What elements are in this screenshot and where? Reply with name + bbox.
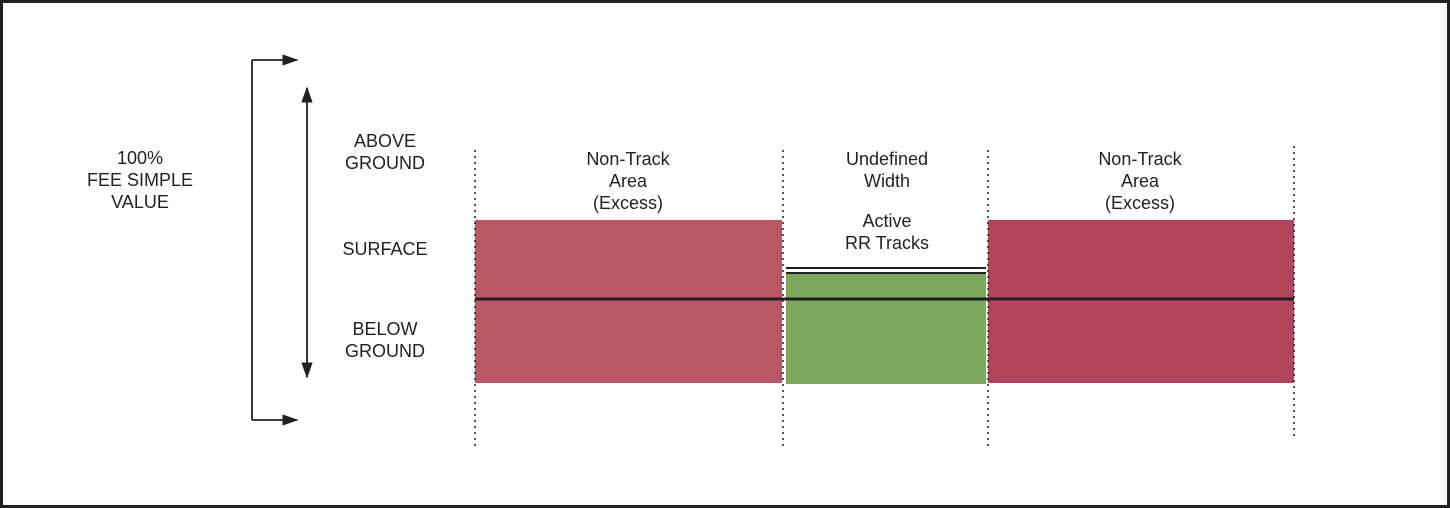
zone-label-center: Undefined Width bbox=[845, 149, 929, 191]
level-label-surface: SURFACE bbox=[342, 239, 428, 259]
active-tracks-label: Active RR Tracks bbox=[844, 211, 929, 253]
zone-label-right: Non-Track Area (Excess) bbox=[1098, 149, 1182, 213]
level-label-below-ground: BELOW GROUND bbox=[345, 319, 425, 361]
level-label-above-ground: ABOVE GROUND bbox=[345, 131, 425, 173]
zone-boundaries bbox=[474, 146, 1295, 448]
zone-label-left: Non-Track Area (Excess) bbox=[586, 149, 670, 213]
fee-simple-label: 100% FEE SIMPLE VALUE bbox=[86, 148, 194, 212]
left-excess-block bbox=[475, 220, 782, 383]
right-excess-block bbox=[988, 220, 1294, 383]
fee-simple-bracket bbox=[251, 54, 299, 426]
rail-corridor-block bbox=[786, 274, 986, 384]
